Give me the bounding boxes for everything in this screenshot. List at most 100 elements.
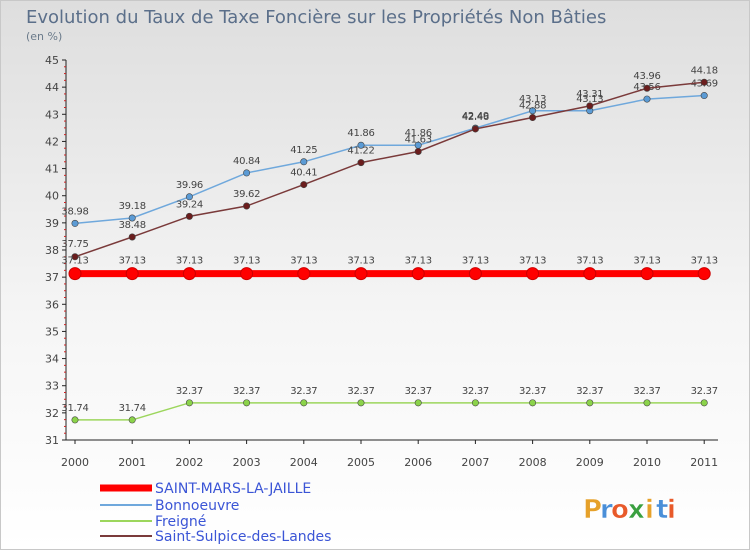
series-point	[526, 267, 540, 281]
data-label: 41.86	[405, 128, 432, 139]
x-tick-label: 2005	[347, 456, 375, 469]
y-tick-label: 37	[45, 271, 59, 284]
series-point	[411, 267, 425, 281]
y-tick-label: 32	[45, 407, 59, 420]
series-point	[700, 78, 708, 86]
series-point	[125, 267, 139, 281]
logo-letter: r	[600, 495, 613, 525]
series-point	[643, 84, 651, 92]
x-tick-label: 2010	[633, 456, 661, 469]
data-label: 41.22	[347, 146, 374, 157]
y-tick-label: 38	[45, 244, 59, 257]
data-label: 43.31	[576, 89, 603, 100]
axes: 31 32 33 34 35 36 37 38 39 40 41 42 43 44 45 2000 2001 20…	[45, 54, 718, 469]
y-tick-label: 33	[45, 380, 59, 393]
series-2: 31.74 31.74 32.37 32.37 32.37 32.37 32.37 32.37…	[61, 386, 718, 424]
series-point	[68, 267, 82, 281]
data-label: 37.13	[290, 256, 317, 267]
x-tick-label: 2003	[233, 456, 261, 469]
series-point	[354, 267, 368, 281]
data-label: 41.86	[347, 128, 374, 139]
x-tick-label: 2011	[690, 456, 718, 469]
x-tick-label: 2001	[118, 456, 146, 469]
y-tick-label: 45	[45, 54, 59, 67]
data-label: 32.37	[576, 386, 603, 397]
data-label: 37.13	[119, 256, 146, 267]
series-point	[71, 219, 79, 227]
series-point	[71, 253, 79, 261]
data-label: 40.41	[290, 168, 317, 179]
series-point	[185, 399, 193, 407]
logo-letter: x	[628, 495, 645, 525]
legend-label: Bonnoeuvre	[155, 498, 239, 514]
logo-letter: i	[667, 495, 676, 525]
series-point	[243, 169, 251, 177]
x-tick-label: 2009	[576, 456, 604, 469]
logo-letter: P	[583, 495, 602, 525]
series-point	[468, 267, 482, 281]
series-line	[74, 81, 705, 258]
series-point	[243, 399, 251, 407]
series-point	[128, 233, 136, 241]
data-label: 44.18	[691, 65, 718, 76]
data-label: 41.63	[405, 134, 432, 145]
data-label: 42.88	[519, 101, 546, 112]
series-point	[357, 159, 365, 167]
data-label: 40.84	[233, 156, 260, 167]
x-tick-label: 2004	[290, 456, 318, 469]
y-tick-label: 42	[45, 135, 59, 148]
data-label: 43.13	[519, 94, 546, 105]
x-tick-label: 2007	[461, 456, 489, 469]
y-tick-label: 39	[45, 217, 59, 230]
data-label: 32.37	[290, 386, 317, 397]
chart-subtitle: (en %)	[26, 30, 62, 43]
series-point	[128, 416, 136, 424]
data-label: 41.25	[290, 145, 317, 156]
series-point	[357, 399, 365, 407]
x-tick-label: 2008	[519, 456, 547, 469]
legend-label: SAINT-MARS-LA-JAILLE	[155, 481, 311, 497]
data-label: 42.49	[462, 111, 489, 122]
data-label: 37.13	[233, 256, 260, 267]
legend: SAINT-MARS-LA-JAILLEBonnoeuvreFreignéSai…	[100, 481, 331, 545]
data-label: 37.13	[576, 256, 603, 267]
series-1: 38.98 39.18 39.96 40.84 41.25 41.86 41.86 42.49…	[61, 79, 718, 227]
series-layer: 31.74 31.74 32.37 32.37 32.37 32.37 32.37 32.37…	[61, 65, 718, 424]
series-point	[182, 267, 196, 281]
data-label: 38.98	[61, 206, 88, 217]
series-point	[643, 95, 651, 103]
series-point	[414, 147, 422, 155]
series-point	[243, 202, 251, 210]
series-point	[185, 212, 193, 220]
data-label: 42.46	[462, 112, 489, 123]
data-label: 37.13	[462, 256, 489, 267]
data-label: 32.37	[176, 386, 203, 397]
series-point	[529, 114, 537, 122]
legend-label: Saint-Sulpice-des-Landes	[155, 529, 331, 545]
series-point	[643, 399, 651, 407]
series-point	[640, 267, 654, 281]
series-point	[697, 267, 711, 281]
x-tick-label: 2000	[61, 456, 89, 469]
data-label: 32.37	[519, 386, 546, 397]
series-point	[297, 267, 311, 281]
data-label: 39.96	[176, 180, 203, 191]
x-tick-label: 2002	[175, 456, 203, 469]
series-point	[414, 399, 422, 407]
chart-title: Evolution du Taux de Taxe Foncière sur l…	[26, 7, 606, 28]
data-label: 38.48	[119, 220, 146, 231]
data-label: 32.37	[633, 386, 660, 397]
data-label: 37.13	[633, 256, 660, 267]
data-label: 37.13	[176, 256, 203, 267]
series-point	[128, 214, 136, 222]
x-tick-label: 2006	[404, 456, 432, 469]
series-point	[185, 193, 193, 201]
series-point	[471, 399, 479, 407]
data-label: 37.13	[405, 256, 432, 267]
series-point	[71, 416, 79, 424]
y-tick-label: 40	[45, 190, 59, 203]
logo-letter: i	[645, 495, 654, 525]
data-label: 32.37	[462, 386, 489, 397]
y-tick-label: 34	[45, 353, 59, 366]
